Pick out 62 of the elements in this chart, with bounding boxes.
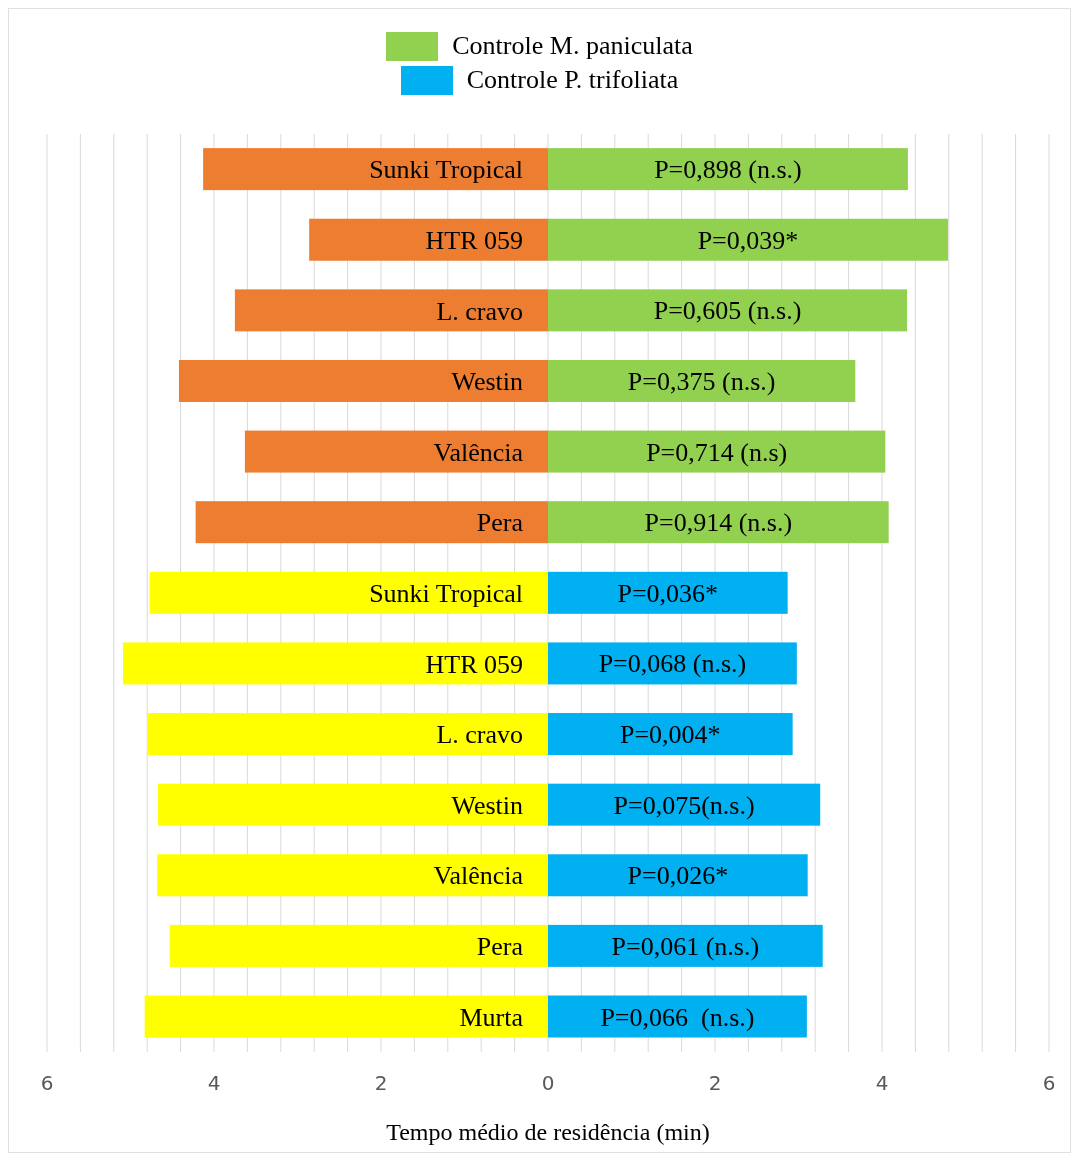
annotation: P=0,914 (n.s.) bbox=[644, 508, 793, 538]
y-tick-label: Valência bbox=[433, 861, 524, 891]
bar bbox=[244, 430, 548, 473]
legend-label: Controle M. paniculata bbox=[452, 31, 693, 61]
annotation: P=0,066 (n.s.) bbox=[600, 1002, 755, 1032]
x-tick-label: 2 bbox=[708, 1071, 722, 1096]
x-tick-label: 4 bbox=[207, 1071, 221, 1096]
bar bbox=[548, 289, 908, 332]
y-tick-label: Valência bbox=[433, 437, 524, 467]
x-tick-label: 0 bbox=[541, 1071, 555, 1096]
bar bbox=[309, 218, 548, 261]
x-tick-label: 6 bbox=[1042, 1071, 1056, 1096]
bar bbox=[548, 854, 808, 897]
bar bbox=[548, 713, 793, 756]
y-tick-label: Pera bbox=[476, 508, 524, 538]
y-tick-label: Sunki Tropical bbox=[369, 155, 523, 185]
bar bbox=[203, 148, 548, 191]
bar bbox=[178, 359, 548, 402]
y-tick-label: Westin bbox=[451, 790, 523, 820]
annotation: P=0,375 (n.s.) bbox=[627, 366, 776, 396]
x-axis-title: Tempo médio de residência (min) bbox=[386, 1119, 710, 1145]
y-tick-label: Murta bbox=[459, 1002, 524, 1032]
y-tick-label: Sunki Tropical bbox=[369, 579, 523, 608]
y-tick-label: L. cravo bbox=[436, 296, 523, 326]
y-tick-label: Westin bbox=[451, 367, 523, 397]
annotation: P=0,714 (n.s) bbox=[646, 437, 788, 467]
x-tick-label: 6 bbox=[40, 1071, 54, 1096]
bar bbox=[195, 501, 548, 544]
annotation: P=0,039* bbox=[697, 225, 799, 255]
annotation: P=0,061 (n.s.) bbox=[611, 931, 760, 961]
bar bbox=[149, 571, 548, 614]
annotation: P=0,004* bbox=[620, 720, 721, 750]
bar bbox=[234, 289, 548, 332]
bar bbox=[169, 924, 548, 967]
bar bbox=[548, 218, 948, 261]
annotation: P=0,026* bbox=[627, 861, 729, 891]
annotation: P=0,075(n.s.) bbox=[613, 790, 755, 820]
bar bbox=[548, 995, 807, 1038]
annotation: P=0,898 (n.s.) bbox=[654, 155, 802, 185]
y-tick-label: HTR 059 bbox=[425, 649, 523, 679]
bar bbox=[548, 642, 797, 685]
bar bbox=[157, 854, 548, 897]
bar bbox=[144, 995, 548, 1038]
bar bbox=[548, 430, 886, 473]
bar bbox=[548, 924, 823, 967]
bar bbox=[122, 642, 548, 685]
annotation: P=0,068 (n.s.) bbox=[598, 649, 747, 679]
y-tick-label: Pera bbox=[476, 932, 524, 962]
x-tick-label: 4 bbox=[875, 1071, 889, 1096]
annotation: P=0,605 (n.s.) bbox=[653, 296, 802, 326]
legend-label: Controle P. trifoliata bbox=[466, 65, 679, 95]
annotation: P=0,036* bbox=[617, 578, 719, 608]
bar bbox=[548, 783, 821, 826]
y-tick-label: L. cravo bbox=[436, 720, 523, 750]
bar bbox=[548, 359, 856, 402]
bar bbox=[148, 713, 548, 756]
bar bbox=[548, 571, 788, 614]
y-tick-label: HTR 059 bbox=[425, 225, 523, 255]
x-tick-label: 2 bbox=[374, 1071, 388, 1096]
bar bbox=[158, 783, 548, 826]
bar bbox=[548, 501, 889, 544]
bar bbox=[548, 148, 908, 191]
